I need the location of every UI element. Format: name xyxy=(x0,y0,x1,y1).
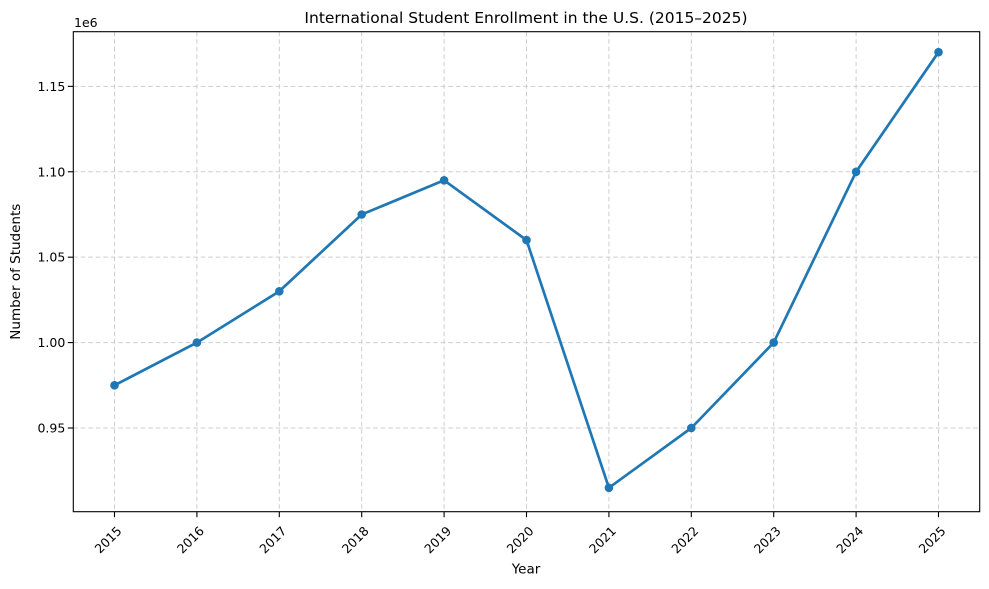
y-tick-label: 1.00 xyxy=(37,335,65,350)
data-point-2019 xyxy=(439,176,449,185)
data-point-2024 xyxy=(851,167,861,177)
data-point-2021 xyxy=(604,483,614,493)
data-series-layer xyxy=(110,47,943,493)
x-tick-label: 2024 xyxy=(833,523,866,556)
data-point-2017 xyxy=(275,287,284,296)
data-point-2016 xyxy=(192,338,202,347)
y-axis-label: Number of Students xyxy=(8,204,24,340)
data-point-2025 xyxy=(934,47,943,57)
x-tick-label: 2021 xyxy=(586,523,619,556)
x-tick-label: 2016 xyxy=(174,523,207,556)
y-tick-label: 1.15 xyxy=(37,79,65,94)
x-tick-label: 2017 xyxy=(256,523,289,556)
y-axis-offset-label: 1e6 xyxy=(74,15,98,30)
grid-layer xyxy=(73,31,980,512)
x-tick-label: 2019 xyxy=(421,523,454,556)
x-tick-label: 2015 xyxy=(92,523,125,556)
data-point-2022 xyxy=(687,423,696,433)
data-point-2020 xyxy=(522,235,531,245)
ticks-layer xyxy=(67,85,940,518)
x-tick-label: 2023 xyxy=(751,523,784,556)
x-tick-label: 2022 xyxy=(668,523,701,556)
x-tick-label: 2018 xyxy=(339,523,372,556)
x-axis-label: Year xyxy=(511,562,541,578)
y-tick-label: 0.95 xyxy=(37,420,65,435)
y-tick-label: 1.05 xyxy=(37,250,65,265)
x-tick-label: 2025 xyxy=(916,523,949,556)
tick-labels-layer: 2015 2016 2017 2018 2019 2020 2021 2022 2023 2024… xyxy=(37,79,948,556)
x-tick-label: 2020 xyxy=(504,523,537,556)
data-point-2015 xyxy=(110,381,119,390)
chart-title: International Student Enrollment in the … xyxy=(304,9,747,27)
data-point-2018 xyxy=(357,210,367,219)
y-tick-label: 1.10 xyxy=(37,164,65,179)
data-point-2023 xyxy=(769,338,778,347)
